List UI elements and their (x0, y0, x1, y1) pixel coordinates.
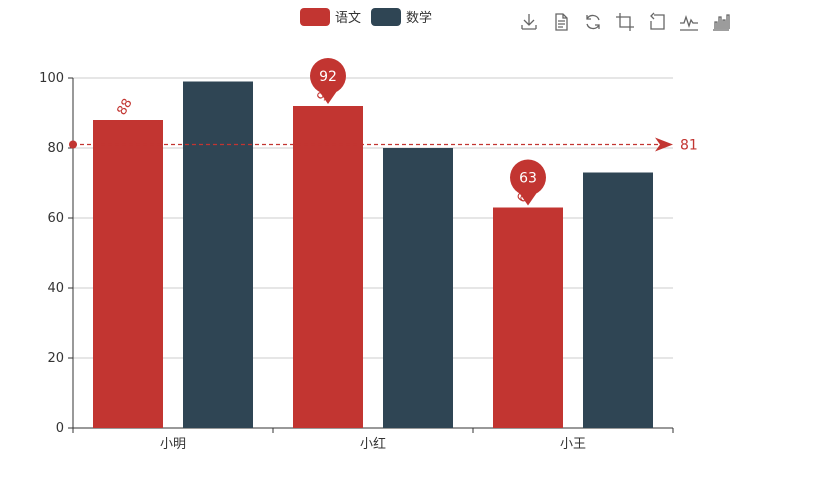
y-tick-label: 60 (47, 211, 64, 226)
legend-item-math[interactable]: 数学 (371, 7, 432, 26)
bar-value-label: 88 (114, 96, 135, 118)
x-tick-label: 小王 (560, 437, 586, 452)
download-icon[interactable] (518, 10, 540, 34)
data-view-icon[interactable] (550, 10, 572, 34)
legend-swatch-chinese (300, 7, 330, 26)
legend-label-math: 数学 (406, 11, 433, 26)
restore-icon[interactable] (582, 10, 604, 34)
y-tick-label: 0 (56, 421, 64, 436)
x-tick-label: 小红 (360, 436, 386, 452)
bar (93, 120, 163, 428)
mark-point-tail (519, 192, 537, 206)
bar (583, 172, 653, 428)
bar (293, 106, 363, 428)
y-tick-label: 80 (47, 141, 64, 156)
mark-point-label: 92 (319, 69, 337, 85)
legend-label-chinese: 语文 (335, 11, 362, 26)
y-tick-label: 100 (39, 71, 64, 86)
y-tick-label: 20 (47, 351, 64, 366)
mark-line-label: 81 (680, 138, 698, 154)
zoom-icon[interactable] (614, 10, 636, 34)
zoom-reset-icon[interactable] (646, 10, 668, 34)
bar (493, 207, 563, 428)
legend-swatch-math (371, 7, 402, 26)
legend-item-chinese[interactable]: 语文 (300, 7, 361, 26)
mark-point-tail (319, 91, 337, 104)
bar-switch-icon[interactable] (710, 10, 732, 34)
mark-point-label: 63 (519, 171, 537, 187)
legend: 语文 数学 (300, 7, 432, 26)
toolbox (518, 10, 732, 34)
line-switch-icon[interactable] (678, 10, 700, 34)
bar (183, 81, 253, 428)
mark-point-pin (510, 159, 546, 196)
mark-line-arrow (655, 137, 673, 152)
mark-point-pin (310, 58, 346, 94)
y-tick-label: 40 (47, 281, 64, 296)
bar (383, 148, 453, 428)
x-tick-label: 小明 (160, 437, 186, 452)
